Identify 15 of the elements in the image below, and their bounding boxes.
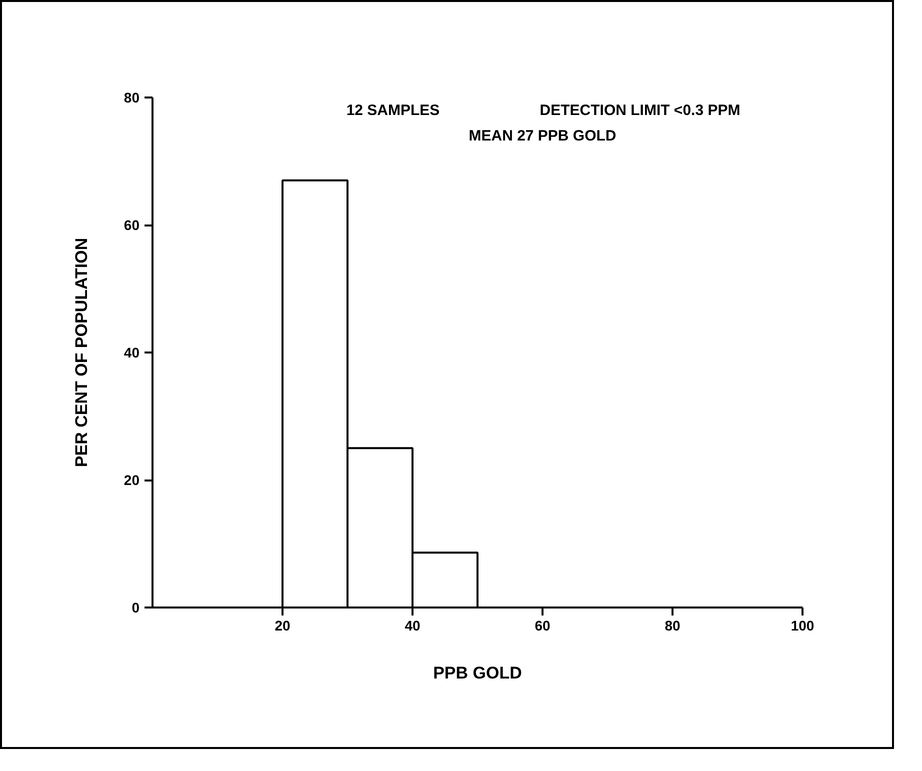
x-tick-label: 100	[790, 618, 814, 634]
y-axis-title: PER CENT OF POPULATION	[72, 238, 91, 468]
x-axis-title: PPB GOLD	[433, 664, 522, 682]
y-tick-label: 80	[124, 90, 140, 106]
y-tick-label: 40	[124, 344, 140, 360]
x-tick-label: 40	[404, 618, 420, 634]
annotation: DETECTION LIMIT <0.3 PPM	[540, 102, 740, 119]
x-tick-label: 20	[274, 618, 290, 634]
y-tick-label: 60	[124, 217, 140, 233]
annotation: MEAN 27 PPB GOLD	[468, 127, 616, 144]
y-tick-label: 0	[132, 600, 140, 616]
y-tick-label: 20	[124, 472, 140, 488]
x-tick-label: 80	[664, 618, 680, 634]
annotation: 12 SAMPLES	[346, 102, 440, 119]
x-tick-label: 60	[534, 618, 550, 634]
